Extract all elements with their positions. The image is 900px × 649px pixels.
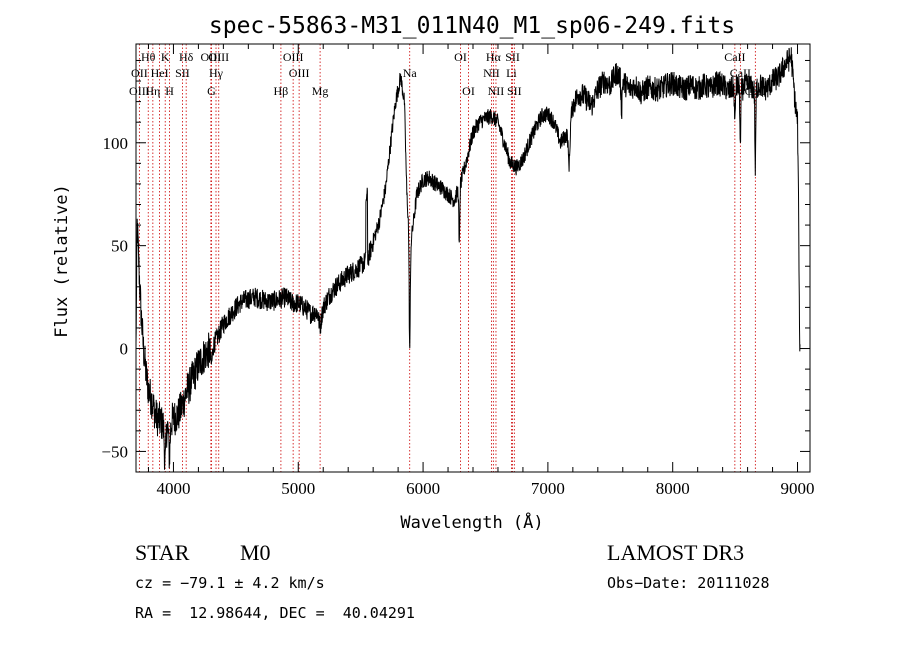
- spectral-line-label: OIII: [129, 84, 150, 98]
- spectral-line-label: H: [165, 84, 174, 98]
- y-tick-label: 0: [120, 340, 129, 359]
- plot-frame: [135, 43, 811, 473]
- x-tick-label: 7000: [531, 479, 565, 498]
- spectral-line-label: OIII: [208, 50, 229, 64]
- spectral-line-markers: [138, 44, 756, 472]
- x-tick-label: 4000: [156, 479, 190, 498]
- chart-title: spec-55863-M31_011N40_M1_sp06-249.fits: [209, 13, 735, 39]
- spectral-line-label: Mg: [312, 84, 329, 98]
- spectral-line-label: Na: [403, 66, 418, 80]
- spectral-line-label: OI: [454, 50, 467, 64]
- spectral-line-label: OIII: [283, 50, 304, 64]
- spectral-line-label: K: [161, 50, 170, 64]
- survey-name: LAMOST DR3: [607, 540, 745, 565]
- spectrum-trace: [135, 47, 801, 470]
- spectral-line-label: OI: [462, 84, 475, 98]
- spectral-line-label: Hα: [486, 50, 502, 64]
- object-class: STAR: [135, 540, 190, 565]
- spectral-line-label: NII: [483, 66, 500, 80]
- spectral-line-label: Hη: [145, 84, 160, 98]
- spectral-line-label: SII: [175, 66, 190, 80]
- spectral-line-label: OIII: [201, 50, 222, 64]
- x-axis-ticks: 4000 5000 6000 7000 8000 9000: [147, 44, 815, 498]
- x-tick-label: 8000: [656, 479, 690, 498]
- spectral-line-label: OIII: [289, 66, 310, 80]
- redshift-cz: cz = −79.1 ± 4.2 km/s: [135, 574, 325, 592]
- x-axis-label: Wavelength (Å): [400, 511, 543, 533]
- y-axis-ticks: −50 0 50 100: [101, 59, 810, 473]
- y-axis-label: Flux (relative): [52, 184, 72, 338]
- spectral-line-label: G: [207, 84, 216, 98]
- spectral-line-label: Hβ: [274, 84, 289, 98]
- x-tick-label: 6000: [406, 479, 440, 498]
- x-tick-label: 5000: [281, 479, 315, 498]
- spectral-line-label: SII: [505, 50, 520, 64]
- spectral-line-label: Li: [506, 66, 517, 80]
- spectral-line-label: SII: [507, 84, 522, 98]
- y-tick-label: 100: [103, 134, 129, 153]
- spectral-line-label: HeI: [151, 66, 169, 80]
- spectral-line-label: Hγ: [209, 66, 224, 80]
- coordinates: RA = 12.98644, DEC = 40.04291: [135, 604, 415, 622]
- spectral-line-label: OII: [131, 66, 148, 80]
- object-subclass: M0: [240, 540, 271, 565]
- spectral-line-label: NII: [488, 84, 505, 98]
- spectral-line-label: Hθ: [141, 50, 156, 64]
- y-tick-label: 50: [111, 237, 128, 256]
- observation-date: Obs−Date: 20111028: [607, 574, 770, 592]
- x-tick-label: 9000: [781, 479, 815, 498]
- spectral-line-label: CaII: [724, 50, 745, 64]
- y-tick-label: −50: [101, 442, 128, 461]
- spectral-line-label: Hδ: [179, 50, 194, 64]
